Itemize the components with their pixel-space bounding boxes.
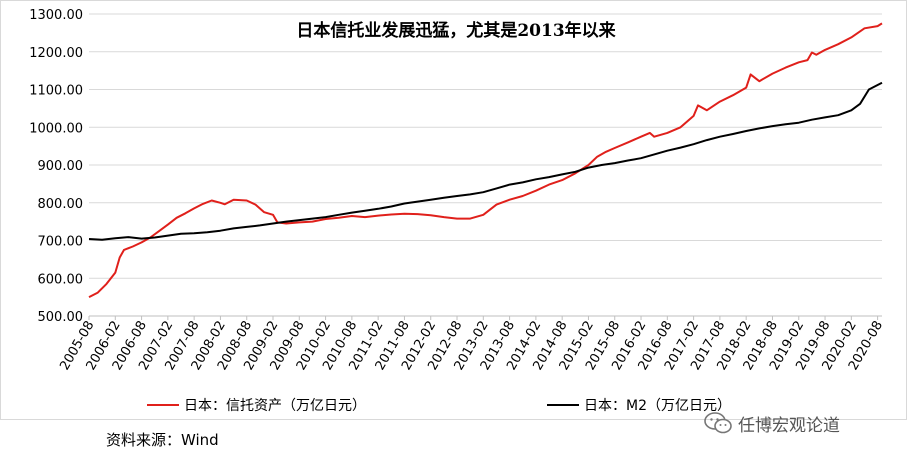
wechat-icon (704, 412, 732, 434)
series-line-m2 (88, 81, 883, 241)
watermark: 任博宏观论道 (704, 408, 840, 438)
series-lines (88, 22, 883, 298)
y-tick-label: 1300.00 (29, 8, 83, 23)
chart-frame: 500.00 600.00 700.00 800.00 900.00 1000.00 110… (0, 0, 907, 420)
gridlines (89, 13, 882, 317)
legend: 日本：信托资产（万亿日元） 日本：M2（万亿日元） (147, 398, 731, 414)
y-axis-ticks: 500.00 600.00 700.00 800.00 900.00 1000.00 110… (29, 8, 83, 325)
source-note: 资料来源：Wind (106, 431, 219, 449)
y-tick-label: 500.00 (38, 310, 84, 325)
y-tick-label: 1000.00 (29, 121, 83, 136)
y-tick-label: 600.00 (38, 272, 84, 287)
x-axis-ticks: 2005-082006-022006-082007-022007-082008-… (57, 316, 886, 373)
y-tick-label: 800.00 (38, 197, 84, 212)
legend-label: 日本：信托资产（万亿日元） (184, 398, 366, 414)
series-line-trust-assets (88, 22, 883, 298)
legend-label: 日本：M2（万亿日元） (584, 398, 731, 414)
y-tick-label: 900.00 (38, 159, 84, 174)
chart-title: 日本信托业发展迅猛，尤其是2013年以来 (296, 20, 616, 41)
watermark-text: 任博宏观论道 (738, 415, 840, 436)
y-tick-label: 700.00 (38, 235, 84, 250)
line-chart: 500.00 600.00 700.00 800.00 900.00 1000.00 110… (29, 8, 886, 414)
y-tick-label: 1200.00 (29, 46, 83, 61)
y-tick-label: 1100.00 (29, 84, 83, 99)
